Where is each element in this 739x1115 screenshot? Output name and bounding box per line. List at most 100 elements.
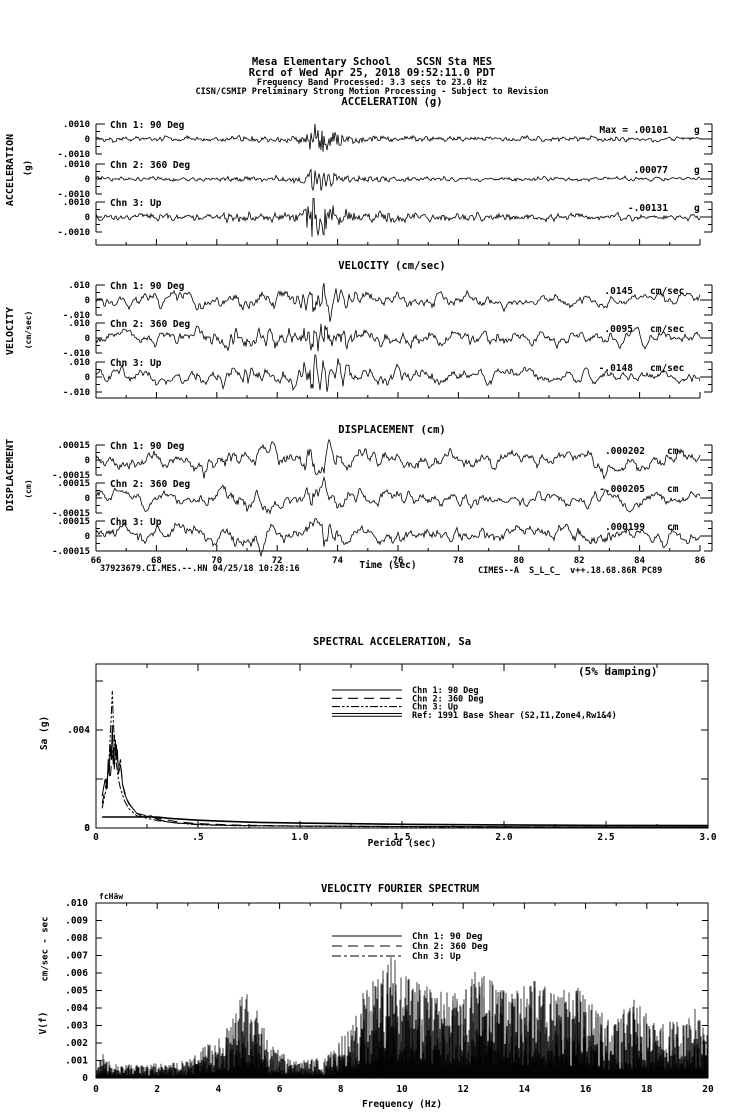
y-tick-label: .005 xyxy=(65,986,88,997)
seismic-trace xyxy=(95,438,701,480)
processing-note: CISN/CSMIP Preliminary Strong Motion Pro… xyxy=(195,87,549,97)
seismic-trace xyxy=(96,168,701,192)
max-units: g xyxy=(694,165,700,176)
y-tick-label: .00015 xyxy=(57,479,90,489)
y-tick-label: -.010 xyxy=(63,349,90,359)
max-units: cm xyxy=(667,522,679,533)
y-tick-label: .00015 xyxy=(57,517,90,527)
record-id-text: 37923679.CI.MES.--.HN 04/25/18 10:28:16 xyxy=(100,564,300,574)
y-tick-label: -.010 xyxy=(63,388,90,398)
seismic-trace xyxy=(95,323,701,352)
x-tick-label: 72 xyxy=(272,556,283,566)
channel-label: Chn 2: 360 Deg xyxy=(110,479,190,490)
y-tick-label: .002 xyxy=(65,1038,88,1049)
y-tick-label: .010 xyxy=(68,281,90,291)
y-tick-label: -.0010 xyxy=(57,150,90,160)
y-tick-label: 0 xyxy=(85,296,90,306)
acceleration-title: ACCELERATION (g) xyxy=(341,96,443,108)
channel-label: Chn 3: Up xyxy=(110,198,162,209)
channel-label: Chn 1: 90 Deg xyxy=(110,281,185,292)
station-title: Mesa Elementary School SCSN Sta MES xyxy=(251,56,493,68)
y-tick-label: -.00015 xyxy=(52,547,90,557)
max-units: cm/sec xyxy=(650,363,684,374)
y-tick-label: -.0010 xyxy=(57,190,90,200)
y-tick-label: .010 xyxy=(68,319,90,329)
max-units: g xyxy=(694,203,700,214)
x-tick-label: 20 xyxy=(702,1084,714,1095)
y-tick-label: -.00015 xyxy=(52,471,90,481)
y-tick-label: 0 xyxy=(84,823,90,834)
legend-label: Chn 2: 360 Deg xyxy=(412,942,488,952)
y-tick-label: 0 xyxy=(85,456,90,466)
y-tick-label: -.00015 xyxy=(52,509,90,519)
x-tick-label: 78 xyxy=(453,556,464,566)
x-tick-label: 16 xyxy=(580,1084,592,1095)
x-tick-label: 82 xyxy=(574,556,585,566)
x-tick-label: 2.5 xyxy=(597,832,614,843)
seismic-trace xyxy=(95,476,701,515)
y-tick-label: .009 xyxy=(65,916,88,927)
period-axis-caption: Period (sec) xyxy=(367,838,437,849)
sa-plot-frame xyxy=(95,663,709,829)
window-annotation: fcHäw xyxy=(99,892,124,901)
y-tick-label: .0010 xyxy=(63,120,90,130)
x-tick-label: 6 xyxy=(277,1084,283,1095)
max-value: .0145 xyxy=(604,286,633,297)
frequency-band-note: Frequency Band Processed: 3.3 secs to 23… xyxy=(256,78,488,88)
x-tick-label: 1.0 xyxy=(291,832,308,843)
x-tick-label: 0 xyxy=(93,1084,99,1095)
damping-annotation: (5% damping) xyxy=(578,665,658,678)
y-tick-label: 0 xyxy=(82,1073,88,1084)
x-tick-label: 10 xyxy=(396,1084,408,1095)
y-tick-label: 0 xyxy=(85,175,90,185)
fourier-spectrum-title: VELOCITY FOURIER SPECTRUM xyxy=(320,883,480,895)
x-tick-label: 76 xyxy=(393,556,404,566)
sa-curve xyxy=(101,690,709,828)
displacement-title: DISPLACEMENT (cm) xyxy=(338,424,446,436)
max-value: .00077 xyxy=(634,165,668,176)
x-tick-label: 70 xyxy=(211,556,222,566)
seismic-trace xyxy=(95,197,701,237)
legend-label: Ref: 1991 Base Shear (S2,I1,Zone4,Rw1&4) xyxy=(412,711,617,721)
legend-label: Chn 1: 90 Deg xyxy=(412,686,479,696)
x-tick-label: 14 xyxy=(519,1084,531,1095)
x-tick-label: 74 xyxy=(332,556,343,566)
fourier-spikes xyxy=(95,957,709,1078)
time-axis-caption: Time (sec) xyxy=(359,560,417,571)
legend-label: Chn 1: 90 Deg xyxy=(412,932,482,942)
frequency-axis-caption: Frequency (Hz) xyxy=(361,1099,443,1110)
y-tick-label: .004 xyxy=(65,1003,88,1014)
y-tick-label: .004 xyxy=(67,725,90,736)
channel-label: Chn 3: Up xyxy=(110,358,162,369)
sa-curve xyxy=(101,725,708,828)
y-tick-label: 0 xyxy=(85,494,90,504)
channel-label: Chn 3: Up xyxy=(110,517,162,528)
x-tick-label: 80 xyxy=(513,556,524,566)
y-tick-label: 0 xyxy=(84,823,90,834)
y-tick-label: .008 xyxy=(65,933,88,944)
y-tick-label: .007 xyxy=(65,951,88,962)
max-value: -.0148 xyxy=(599,363,634,374)
max-units: cm xyxy=(667,446,679,457)
max-units: cm/sec xyxy=(650,286,684,297)
y-tick-label: .003 xyxy=(65,1021,88,1032)
seismic-trace xyxy=(95,353,701,392)
y-tick-label: 0 xyxy=(85,213,90,223)
max-value: -.00131 xyxy=(628,203,668,214)
max-value: .0095 xyxy=(604,324,633,335)
x-tick-label: 18 xyxy=(641,1084,653,1095)
y-tick-label: 0 xyxy=(85,334,90,344)
y-tick-label: 0 xyxy=(85,135,90,145)
x-tick-label: 12 xyxy=(457,1084,468,1095)
x-tick-label: 66 xyxy=(91,556,102,566)
x-tick-label: 68 xyxy=(151,556,162,566)
max-units: cm xyxy=(667,484,679,495)
velocity-title: VELOCITY (cm/sec) xyxy=(338,260,446,272)
x-tick-label: 1.5 xyxy=(393,832,410,843)
spectral-accel-title: SPECTRAL ACCELERATION, Sa xyxy=(312,636,472,648)
max-value: .000199 xyxy=(605,522,645,533)
y-tick-label: .0010 xyxy=(63,160,90,170)
seismic-trace xyxy=(95,123,701,152)
